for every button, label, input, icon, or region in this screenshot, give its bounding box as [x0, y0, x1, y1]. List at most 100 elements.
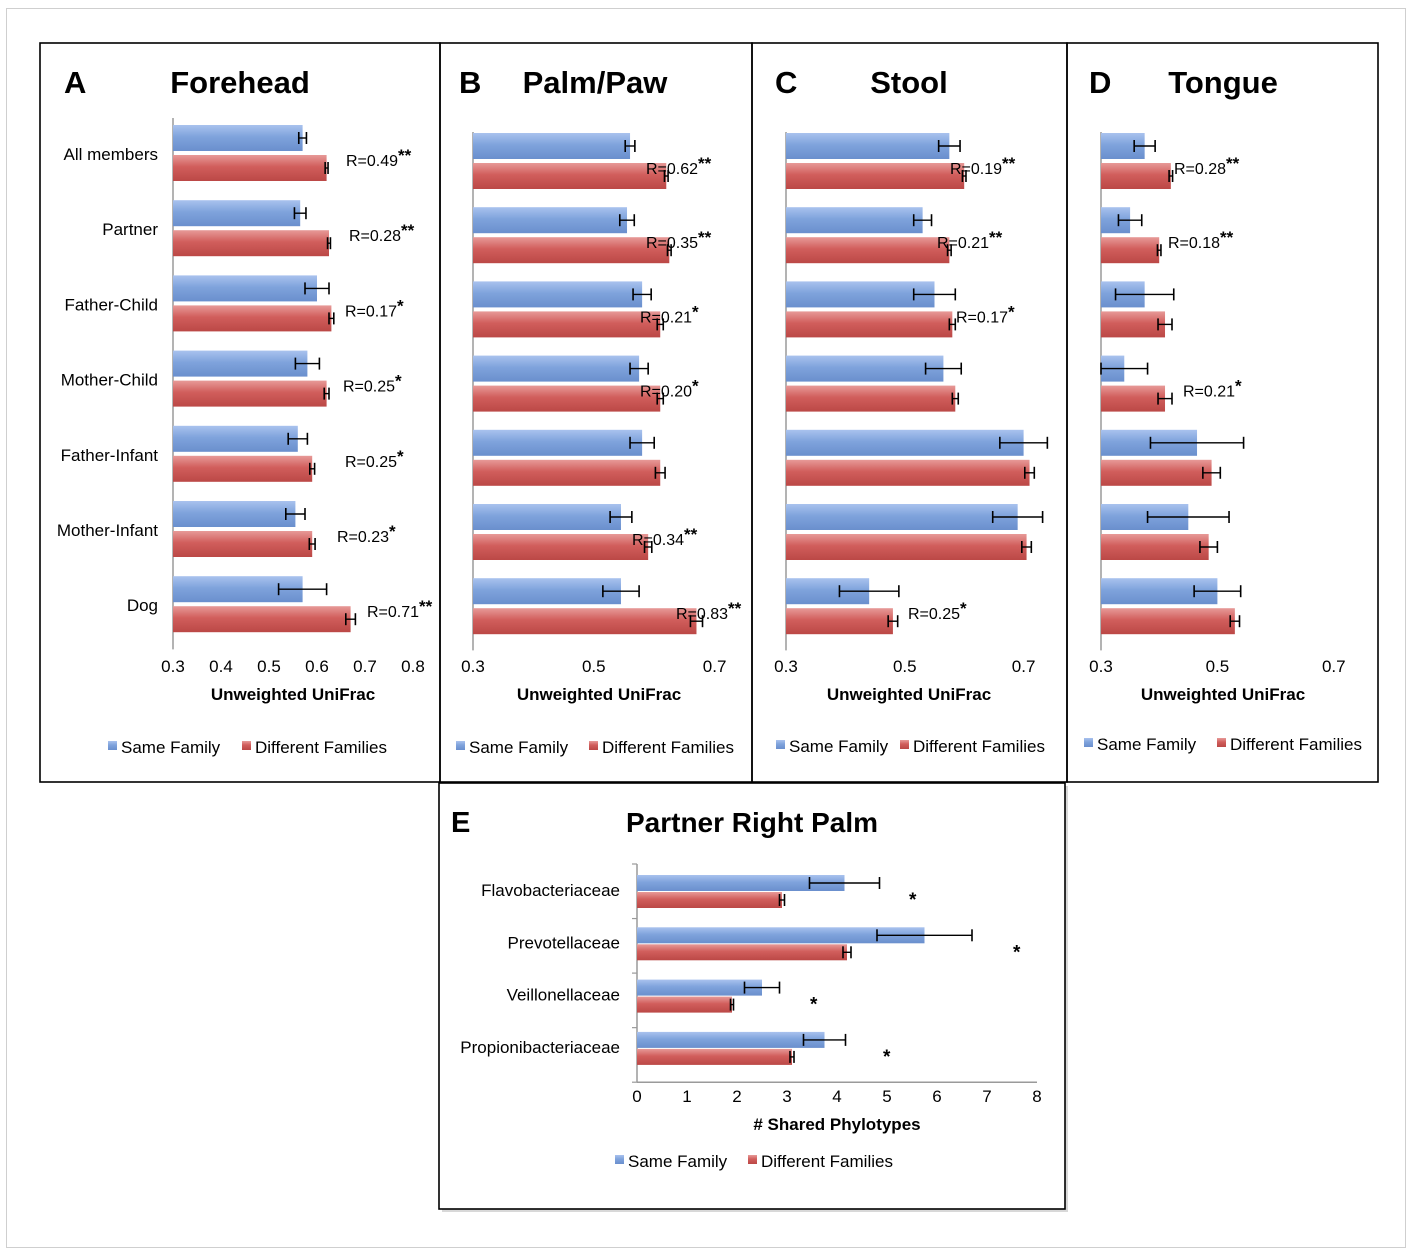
bar-same-family — [786, 281, 935, 308]
bar-same-family — [786, 133, 950, 159]
significance-annotation: R=0.71** — [367, 597, 433, 621]
annotation-r-value: R=0.17 — [345, 303, 397, 320]
bar-different-families — [173, 455, 313, 482]
bar-different-families — [473, 237, 670, 264]
category-label: Flavobacteriaceae — [481, 881, 620, 900]
panel-e-plot: 0 1 2 3 4 5 6 7 8 Flavobacteriaceae * Prevotellacea… — [460, 863, 1042, 1106]
bar-different-families — [1101, 534, 1209, 560]
x-tick-label: 0.7 — [1012, 657, 1036, 676]
annotation-r-value: R=0.21 — [937, 235, 989, 252]
annotation-stars: * — [1013, 942, 1021, 963]
annotation-r-value: R=0.35 — [646, 235, 698, 252]
significance-annotation: R=0.18** — [1168, 228, 1234, 252]
bar-different-families — [473, 163, 667, 189]
bar-different-families — [786, 459, 1030, 486]
panel-d-letter: D — [1089, 65, 1111, 100]
bar-different-families — [173, 531, 313, 557]
annotation-r-value: R=0.71 — [367, 604, 419, 621]
legend-swatch-same — [1084, 738, 1093, 747]
panel-d-legend: Same Family Different Families — [1084, 735, 1362, 754]
bar-same-family — [637, 1031, 825, 1048]
bar-same-family — [786, 207, 923, 234]
annotation-r-value: R=0.49 — [346, 153, 398, 170]
legend-swatch-same — [108, 741, 117, 750]
bar-different-families — [173, 380, 327, 407]
significance-annotation: * — [1013, 942, 1021, 963]
annotation-r-value: R=0.21 — [640, 309, 692, 326]
panel-b-plot: 0.3 0.5 0.7R=0.62**R=0.35**R=0.21*R=0.20*R… — [461, 132, 742, 676]
significance-annotation: R=0.49** — [346, 146, 412, 170]
bar-different-families — [1101, 385, 1166, 412]
bar-same-family — [473, 207, 628, 234]
x-tick-label: 0.4 — [209, 657, 233, 676]
annotation-r-value: R=0.25 — [343, 379, 395, 396]
x-tick-label: 0.7 — [1322, 657, 1346, 676]
annotation-stars: * — [692, 377, 699, 396]
x-tick-label: 0 — [632, 1087, 641, 1106]
x-tick-label: 5 — [882, 1087, 891, 1106]
bar-same-family — [173, 350, 308, 377]
bar-same-family — [473, 504, 621, 530]
annotation-r-value: R=0.83 — [676, 606, 728, 623]
bar-different-families — [786, 311, 953, 338]
annotation-stars: * — [883, 1047, 891, 1068]
bar-same-family — [173, 200, 301, 227]
bar-different-families — [173, 305, 332, 332]
annotation-stars: ** — [989, 228, 1003, 247]
x-tick-label: 0.8 — [401, 657, 425, 676]
legend-swatch-different — [589, 741, 598, 750]
x-tick-label: 0.3 — [461, 657, 485, 676]
significance-annotation: R=0.62** — [646, 154, 712, 178]
bar-same-family — [786, 504, 1018, 530]
x-tick-label: 2 — [732, 1087, 741, 1106]
panel-b-x-axis-title: Unweighted UniFrac — [517, 685, 681, 704]
bar-different-families — [1101, 608, 1235, 635]
panel-e-frame — [438, 782, 1066, 1210]
bar-different-families — [173, 606, 351, 633]
bar-same-family — [473, 355, 640, 382]
x-tick-label: 0.7 — [353, 657, 377, 676]
x-tick-label: 0.5 — [1206, 657, 1230, 676]
panel-b-title: Palm/Paw — [523, 65, 669, 100]
panel-b-legend: Same Family Different Families — [456, 738, 734, 757]
annotation-r-value: R=0.18 — [1168, 235, 1220, 252]
category-label: All members — [64, 145, 158, 164]
annotation-stars: * — [397, 296, 404, 315]
x-tick-label: 0.5 — [893, 657, 917, 676]
category-label: Propionibacteriaceae — [460, 1038, 620, 1057]
x-tick-label: 0.3 — [1089, 657, 1113, 676]
legend-swatch-same — [776, 740, 785, 749]
annotation-r-value: R=0.17 — [956, 309, 1008, 326]
significance-annotation: R=0.28** — [1174, 154, 1240, 178]
legend-swatch-different — [1217, 738, 1226, 747]
legend-swatch-different — [900, 740, 909, 749]
annotation-stars: * — [1235, 377, 1242, 396]
bar-same-family — [637, 875, 845, 891]
x-tick-label: 1 — [682, 1087, 691, 1106]
bar-different-families — [1101, 311, 1166, 338]
annotation-stars: ** — [401, 221, 415, 240]
legend-label-different: Different Families — [1230, 735, 1362, 754]
bar-different-families — [786, 385, 956, 412]
legend-label-different: Different Families — [602, 738, 734, 757]
annotation-r-value: R=0.28 — [349, 228, 401, 245]
significance-annotation: R=0.35** — [646, 228, 712, 252]
bar-same-family — [473, 429, 643, 456]
bar-same-family — [173, 125, 303, 151]
panel-c-legend: Same Family Different Families — [776, 737, 1045, 756]
bar-different-families — [1101, 163, 1171, 189]
x-tick-label: 7 — [982, 1087, 991, 1106]
legend-label-same: Same Family — [1097, 735, 1197, 754]
significance-annotation: * — [810, 995, 818, 1016]
annotation-stars: ** — [698, 154, 712, 173]
x-tick-label: 8 — [1032, 1087, 1041, 1106]
bar-same-family — [173, 275, 317, 302]
x-tick-label: 0.5 — [582, 657, 606, 676]
panel-a-legend: Same Family Different Families — [108, 738, 387, 757]
x-tick-label: 0.3 — [774, 657, 798, 676]
bar-different-families — [473, 608, 697, 635]
category-label: Father-Child — [64, 295, 158, 314]
annotation-stars: * — [395, 372, 402, 391]
